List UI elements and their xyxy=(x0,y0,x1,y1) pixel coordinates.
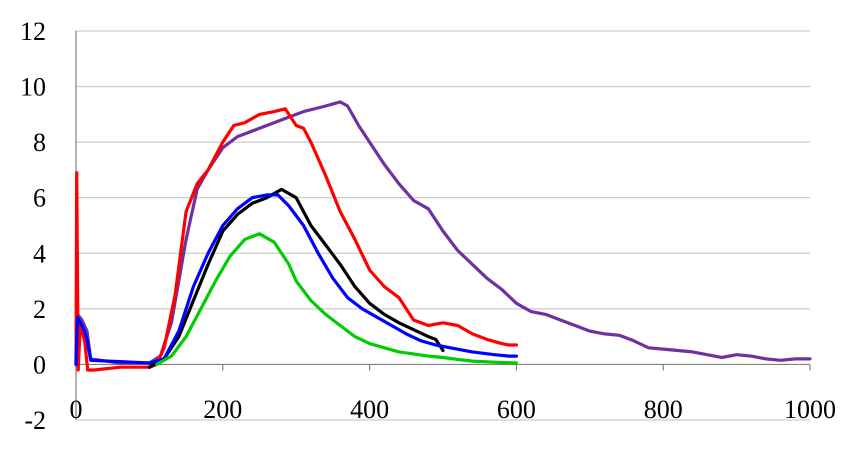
axes xyxy=(75,31,811,420)
y-tick-label: 4 xyxy=(33,239,46,268)
y-tick-label: 10 xyxy=(20,73,46,102)
x-tick-label: 600 xyxy=(497,395,536,424)
y-tick-label: 12 xyxy=(20,17,46,46)
series-line-4 xyxy=(74,193,518,366)
x-tick-label: 1000 xyxy=(784,395,836,424)
x-tick-label: 0 xyxy=(70,395,83,424)
y-tick-label: 2 xyxy=(33,295,46,324)
series-lines xyxy=(74,100,812,372)
series-line-5 xyxy=(155,232,518,366)
x-tick-label: 200 xyxy=(203,395,242,424)
y-tick-label: 8 xyxy=(33,128,46,157)
x-tick-label: 800 xyxy=(644,395,683,424)
gridlines xyxy=(76,30,810,421)
y-tick-label: -2 xyxy=(24,406,46,435)
y-tick-label: 0 xyxy=(33,350,46,379)
x-tick-labels: 0 200 400 600 800 1000 xyxy=(70,395,837,424)
series-line-2 xyxy=(74,107,518,372)
y-tick-labels: -2 0 2 4 6 8 10 12 xyxy=(20,17,46,435)
x-tick-label: 400 xyxy=(350,395,389,424)
y-tick-label: 6 xyxy=(33,184,46,213)
series-line-1 xyxy=(74,100,812,366)
series-line-3 xyxy=(147,187,445,369)
